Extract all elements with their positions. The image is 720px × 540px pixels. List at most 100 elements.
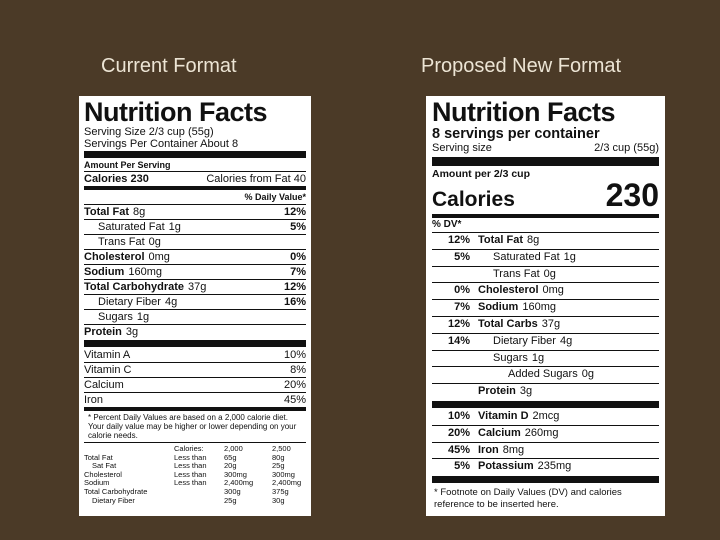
nutrient-dv: 16% xyxy=(283,296,306,308)
servings-per-container: 8 servings per container xyxy=(432,126,600,142)
nutrient-amount: 4g xyxy=(559,334,573,347)
nutrient-name: Cholesterol xyxy=(84,251,145,263)
vitamin-amount: 260mg xyxy=(524,426,559,439)
footnote: * Percent Daily Values are based on a 2,… xyxy=(88,413,297,440)
vitamin-name: Potassium xyxy=(478,460,534,473)
nutrient-row: 0% Cholesterol 0mg xyxy=(432,282,659,299)
vitamin-name: Iron xyxy=(84,394,103,406)
nutrient-name: Total Carbs xyxy=(478,317,538,330)
nutrient-list: 12% Total Fat 8g 5% Saturated Fat 1g Trans Fat… xyxy=(432,232,659,400)
vitamin-name: Vitamin A xyxy=(84,349,131,361)
table-row: Sodium Less than 2,400mg 2,400mg xyxy=(84,479,306,488)
calories-label: Calories xyxy=(432,188,515,211)
spacer xyxy=(432,367,470,383)
heading: Proposed New Format xyxy=(421,55,622,77)
label-title: Nutrition Facts xyxy=(432,97,616,127)
amount-per-serving: Amount Per Serving xyxy=(84,159,306,172)
vitamin-row: 10% Vitamin D 2mcg xyxy=(432,409,659,425)
nutrient-amount: 0mg xyxy=(148,251,170,263)
nutrient-amount: 0g xyxy=(543,267,556,280)
nutrient-name: Sodium xyxy=(478,301,519,314)
table-value: 20g xyxy=(224,461,237,471)
nutrient-name: Total Fat xyxy=(84,206,130,218)
nutrient-row: 7% Sodium 160mg xyxy=(432,299,659,316)
table-limit: Less than xyxy=(174,461,207,471)
nutrient-row: Cholesterol 0mg 0% xyxy=(84,249,306,264)
vitamin-list: Vitamin A 10% Vitamin C 8% Calcium 20% Iron 45% xyxy=(84,348,306,407)
nutrient-dv: 12% xyxy=(283,281,306,293)
vitamin-dv: 8% xyxy=(290,364,306,376)
nutrient-dv: 0% xyxy=(454,284,470,297)
table-limit: Less than xyxy=(174,452,207,462)
nutrient-row: Protein 3g xyxy=(432,383,659,400)
nutrient-amount: 0g xyxy=(148,236,161,248)
nutrient-row: 5% Saturated Fat 1g xyxy=(432,248,659,266)
separator xyxy=(432,157,659,166)
daily-value-heading: % Daily Value* xyxy=(244,192,306,202)
nutrient-row: 14% Dietary Fiber 4g xyxy=(432,332,659,350)
table-value: 300mg xyxy=(224,469,247,479)
vitamin-dv: 20% xyxy=(283,379,306,391)
table-value: 2,400mg xyxy=(272,478,302,488)
nutrient-amount: 4g xyxy=(164,296,178,308)
nutrient-name: Dietary Fiber xyxy=(493,334,556,347)
vitamin-amount: 2mcg xyxy=(532,409,560,422)
spacer xyxy=(432,384,470,400)
calories: 230 xyxy=(605,177,659,213)
table-value: 300g xyxy=(224,486,241,496)
nutrient-dv: 12% xyxy=(447,317,470,330)
nutrient-amount: 37g xyxy=(541,317,561,330)
table-name: Dietary Fiber xyxy=(92,495,135,505)
nutrient-name: Protein xyxy=(478,385,516,398)
nutrient-row: Dietary Fiber 4g 16% xyxy=(84,294,306,309)
separator xyxy=(84,151,306,158)
table-name: Total Fat xyxy=(84,452,113,462)
table-row: Sat Fat Less than 20g 25g xyxy=(84,462,306,471)
vitamin-dv: 20% xyxy=(447,426,470,439)
nutrient-name: Total Carbohydrate xyxy=(84,281,185,293)
nutrient-amount: 160mg xyxy=(522,301,556,314)
nutrient-dv: 14% xyxy=(447,334,470,347)
vitamin-row: Calcium 20% xyxy=(84,377,306,392)
nutrient-amount: 1g xyxy=(168,221,181,233)
nutrient-row: Sodium 160mg 7% xyxy=(84,264,306,279)
serving-size: Serving Size 2/3 cup (55g) xyxy=(84,126,214,138)
table-value: 375g xyxy=(272,486,289,496)
nutrient-amount: 37g xyxy=(188,281,207,293)
nutrient-dv: 12% xyxy=(447,234,470,246)
table-name: Total Carbohydrate xyxy=(84,486,148,496)
table-row: Total Fat Less than 65g 80g xyxy=(84,452,306,463)
nutrient-name: Saturated Fat xyxy=(98,221,165,233)
table-name: Sat Fat xyxy=(92,461,117,471)
nutrient-name: Trans Fat xyxy=(493,267,540,280)
vitamin-dv: 45% xyxy=(283,394,306,406)
table-limit: Less than xyxy=(174,469,207,479)
nutrient-dv: 7% xyxy=(454,301,470,314)
nutrient-name: Sugars xyxy=(493,351,528,364)
table-value: 25g xyxy=(272,461,285,471)
vitamin-amount: 235mg xyxy=(537,460,572,473)
nutrient-amount: 0g xyxy=(581,368,594,381)
table-name: Sodium xyxy=(84,478,110,488)
vitamin-dv: 5% xyxy=(454,460,470,473)
nutrient-row: Trans Fat 0g xyxy=(432,265,659,283)
calories: Calories 230 xyxy=(84,173,149,185)
spacer xyxy=(174,488,224,497)
nutrient-row: Added Sugars 0g xyxy=(432,366,659,383)
separator xyxy=(84,340,306,347)
separator xyxy=(432,400,659,408)
nutrient-dv: 12% xyxy=(283,206,306,218)
nutrient-amount: 1g xyxy=(563,250,576,263)
table-value: 80g xyxy=(272,452,285,462)
vitamin-name: Iron xyxy=(478,443,499,456)
vitamin-amount: 8mg xyxy=(502,443,525,456)
nutrient-name: Saturated Fat xyxy=(493,250,560,263)
nutrient-dv: 0% xyxy=(290,251,306,263)
spacer xyxy=(174,497,224,506)
table-limit: Less than xyxy=(174,478,207,488)
serving-size-label: Serving size xyxy=(432,142,492,154)
table-header: Calories: 2,000 2,500 xyxy=(84,444,306,454)
nutrient-name: Added Sugars xyxy=(508,368,578,381)
vitamin-name: Calcium xyxy=(478,426,521,439)
